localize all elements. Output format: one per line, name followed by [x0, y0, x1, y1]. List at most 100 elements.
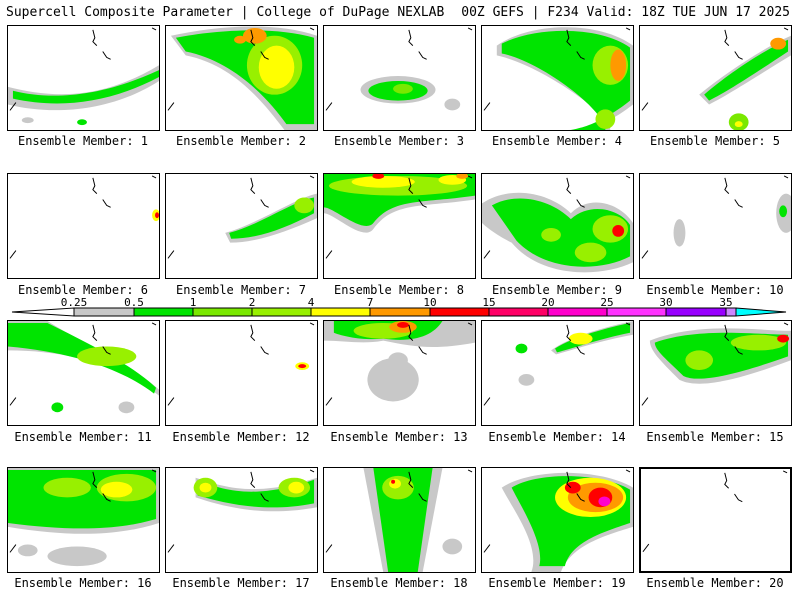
map-outline	[9, 397, 17, 406]
map-outline	[418, 493, 427, 502]
map-outline	[782, 470, 788, 474]
scp-contour	[518, 373, 535, 386]
map-outline	[167, 250, 175, 259]
member-caption: Ensemble Member: 6	[17, 283, 149, 297]
map-outline	[151, 27, 157, 31]
map-outline	[92, 324, 98, 341]
scp-contour	[197, 479, 315, 508]
colorbar-tick-label: 20	[541, 296, 555, 309]
map-outline	[309, 469, 315, 473]
scp-contour	[294, 197, 315, 214]
colorbar-tick-label: 2	[248, 296, 256, 309]
colorbar-segment	[192, 307, 253, 317]
map-outline	[260, 346, 269, 355]
map-outline	[724, 177, 730, 194]
map-outline	[641, 102, 649, 111]
map-outline	[9, 250, 17, 259]
colorbar-segment	[310, 307, 371, 317]
scp-contour	[372, 174, 385, 179]
map-outline	[167, 544, 175, 553]
ensemble-panel	[481, 320, 634, 426]
map-outline	[92, 177, 98, 194]
member-caption: Ensemble Member: 10	[646, 283, 784, 297]
scp-contour	[598, 496, 611, 507]
colorbar-left-arrow	[11, 307, 75, 317]
member-caption: Ensemble Member: 18	[330, 576, 468, 590]
map-outline	[309, 322, 315, 326]
map-outline	[102, 493, 111, 502]
colorbar-tick-label: 1	[189, 296, 197, 309]
colorbar-tick-label: 0.5	[124, 296, 144, 309]
map-outline	[9, 544, 17, 553]
colorbar-tick-label: 15	[482, 296, 496, 309]
map-outline	[151, 322, 157, 326]
map-outline	[467, 469, 473, 473]
map-outline	[260, 51, 269, 60]
map-outline	[325, 102, 333, 111]
colorbar-tick-label: 4	[307, 296, 315, 309]
colorbar-segment	[429, 307, 490, 317]
map-outline	[102, 346, 111, 355]
member-caption: Ensemble Member: 3	[333, 134, 465, 148]
colorbar-segment	[73, 307, 135, 317]
map-outline	[724, 29, 730, 46]
member-caption: Ensemble Member: 1	[17, 134, 149, 148]
map-outline	[9, 102, 17, 111]
ensemble-panel	[323, 320, 476, 426]
map-outline	[260, 199, 269, 208]
scp-contour	[298, 364, 307, 369]
scp-contour	[21, 117, 34, 124]
map-outline	[783, 27, 789, 31]
scp-contour	[595, 109, 616, 130]
colorbar-tick-label: 35	[719, 296, 733, 309]
map-outline	[734, 346, 743, 355]
scp-contour	[389, 478, 401, 489]
scp-contour	[351, 175, 415, 188]
colorbar-segment	[665, 307, 727, 317]
map-outline	[408, 29, 414, 46]
map-outline	[467, 322, 473, 326]
scp-contour	[367, 358, 419, 402]
map-outline	[483, 102, 491, 111]
map-outline	[576, 51, 585, 60]
map-outline	[250, 324, 256, 341]
map-outline	[734, 199, 743, 208]
scp-contour	[612, 225, 625, 237]
scp-contour	[8, 65, 159, 111]
map-outline	[102, 51, 111, 60]
map-outline	[250, 29, 256, 46]
map-outline	[418, 199, 427, 208]
scp-contour	[47, 546, 107, 567]
ensemble-panel	[639, 320, 792, 426]
scp-contour	[610, 49, 627, 81]
scp-contour	[777, 334, 790, 343]
member-caption: Ensemble Member: 5	[649, 134, 781, 148]
scp-contour	[779, 205, 788, 218]
map-outline	[641, 397, 649, 406]
ensemble-panel	[323, 25, 476, 131]
map-outline	[167, 102, 175, 111]
member-caption: Ensemble Member: 8	[333, 283, 465, 297]
map-outline	[151, 175, 157, 179]
map-outline	[576, 346, 585, 355]
map-outline	[250, 177, 256, 194]
member-caption: Ensemble Member: 7	[175, 283, 307, 297]
scp-contour	[17, 544, 38, 557]
ensemble-panel	[323, 467, 476, 573]
scp-contour	[100, 481, 133, 498]
scp-contour	[704, 39, 789, 101]
map-outline	[483, 250, 491, 259]
map-outline	[641, 250, 649, 259]
ensemble-panel	[7, 173, 160, 279]
scp-contour	[397, 321, 409, 328]
member-caption: Ensemble Member: 12	[172, 430, 310, 444]
map-outline	[576, 493, 585, 502]
ensemble-panel	[639, 467, 792, 573]
colorbar-tick-label: 25	[600, 296, 614, 309]
colorbar-segment	[251, 307, 312, 317]
ensemble-panel	[481, 173, 634, 279]
colorbar-segment	[547, 307, 608, 317]
map-outline	[418, 346, 427, 355]
ensemble-panel	[7, 467, 160, 573]
map-outline	[566, 471, 572, 488]
